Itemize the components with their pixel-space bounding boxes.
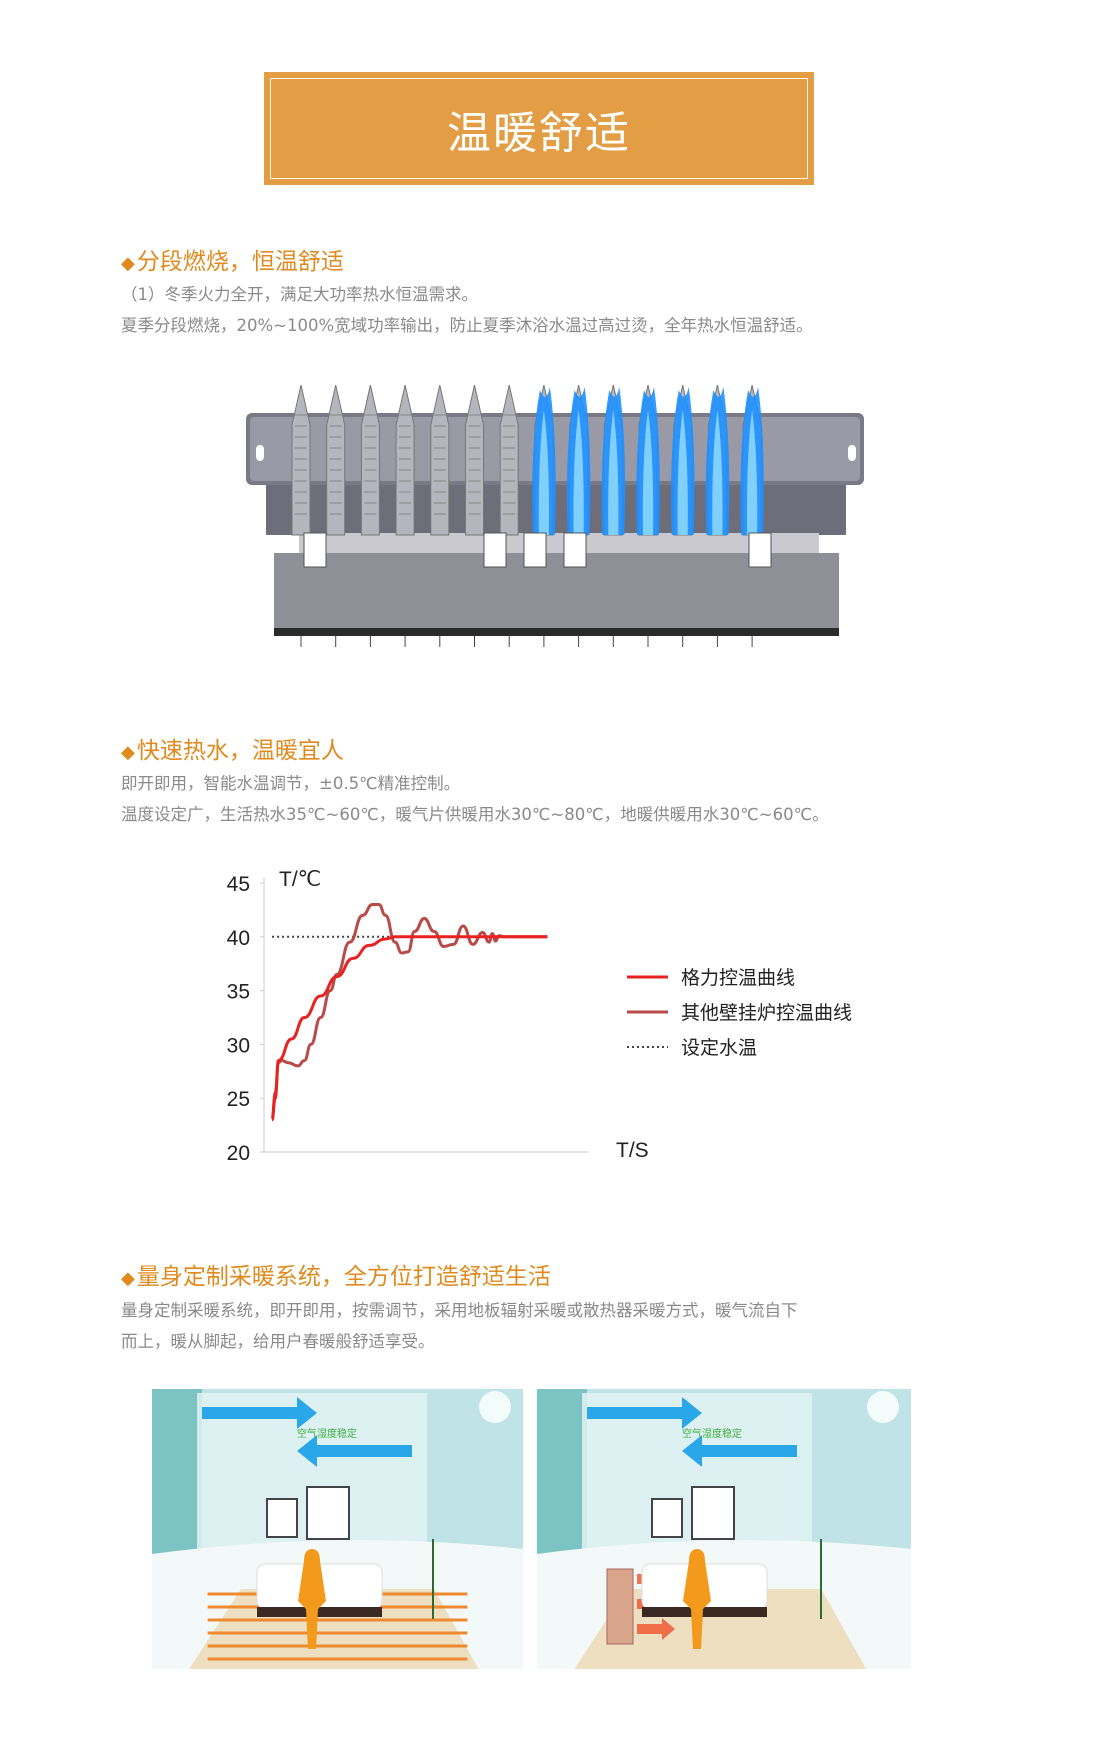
picture-frame	[651, 1498, 683, 1538]
y-tick-label: 45	[227, 873, 250, 896]
flame-core	[538, 410, 550, 535]
section-heading-fast-hot-water: ◆快速热水，温暖宜人	[121, 738, 344, 764]
arrow-left-icon	[297, 1435, 412, 1467]
section-text: 温度设定广，生活热水35℃~60℃，暖气片供暖用水30℃~80℃，地暖供暖用水3…	[121, 805, 829, 824]
heat-arrow-icon	[637, 1618, 675, 1640]
section-text: 即开即用，智能水温调节，±0.5℃精准控制。	[121, 774, 461, 793]
picture-frame	[306, 1486, 350, 1540]
section-text: （1）冬季火力全开，满足大功率热水恒温需求。	[121, 285, 478, 304]
picture-frame	[691, 1486, 735, 1540]
base-slot	[523, 532, 547, 568]
section-heading-staged-combustion: ◆分段燃烧，恒温舒适	[121, 249, 344, 275]
y-axis-label: T/℃	[279, 868, 321, 891]
moon	[479, 1391, 511, 1423]
flame-core	[608, 410, 619, 535]
burner-tube	[360, 385, 380, 536]
person-figure	[298, 1549, 326, 1649]
floor-heating-illustration: 空气湿度稳定	[152, 1389, 523, 1669]
y-tick-label: 35	[227, 981, 250, 1004]
humidity-label: 空气湿度稳定	[682, 1427, 742, 1440]
x-axis-label: T/S	[616, 1139, 649, 1162]
section-text: 而上，暖从脚起，给用户春暖般舒适享受。	[121, 1332, 435, 1351]
humidity-label: 空气湿度稳定	[297, 1427, 357, 1440]
base-slot	[483, 532, 507, 568]
burner-base	[274, 553, 839, 633]
arrow-right-icon	[202, 1397, 317, 1429]
y-tick-label: 30	[227, 1034, 250, 1057]
moon	[867, 1391, 899, 1423]
burner-tube	[430, 385, 450, 536]
section-heading-custom-heating: ◆量身定制采暖系统，全方位打造舒适生活	[121, 1264, 551, 1290]
legend-label: 设定水温	[681, 1037, 757, 1059]
section-text: 夏季分段燃烧，20%~100%宽域功率输出，防止夏季沐浴水温过高过烫，全年热水恒…	[121, 316, 813, 335]
radiator-heating-illustration: 空气湿度稳定	[537, 1389, 911, 1669]
y-tick-label: 25	[227, 1088, 250, 1111]
burner-tube	[465, 385, 484, 536]
diamond-icon: ◆	[121, 742, 135, 763]
picture-frame	[266, 1498, 298, 1538]
diamond-icon: ◆	[121, 253, 135, 274]
y-tick-label: 40	[227, 927, 250, 950]
burner-illustration	[246, 385, 864, 647]
person-figure	[683, 1549, 711, 1649]
flame-core	[642, 410, 654, 535]
series-line	[270, 935, 548, 1122]
legend-label: 格力控温曲线	[681, 967, 795, 989]
series-line	[270, 903, 548, 1122]
flame-core	[712, 410, 723, 535]
burner-tube	[395, 385, 415, 536]
flame-core	[677, 410, 688, 535]
y-tick-label: 20	[227, 1142, 250, 1165]
base-slot	[563, 532, 587, 568]
radiator	[606, 1568, 634, 1645]
flame-core	[746, 410, 758, 535]
arrow-right-icon	[587, 1397, 702, 1429]
burner-tube	[499, 385, 519, 536]
burner-tube	[326, 385, 346, 536]
section-text: 量身定制采暖系统，即开即用，按需调节，采用地板辐射采暖或散热器采暖方式，暖气流自…	[121, 1301, 798, 1320]
burner-tube	[291, 385, 311, 536]
flame-core	[573, 410, 584, 535]
diamond-icon: ◆	[121, 1268, 135, 1289]
sofa-base	[257, 1607, 382, 1617]
base-slot	[748, 532, 772, 568]
base-slot	[303, 532, 327, 568]
sofa-base	[642, 1607, 767, 1617]
banner-title: 温暖舒适	[447, 107, 631, 159]
legend-label: 其他壁挂炉控温曲线	[681, 1002, 852, 1024]
arrow-left-icon	[682, 1435, 797, 1467]
title-banner: 温暖舒适	[264, 72, 814, 185]
